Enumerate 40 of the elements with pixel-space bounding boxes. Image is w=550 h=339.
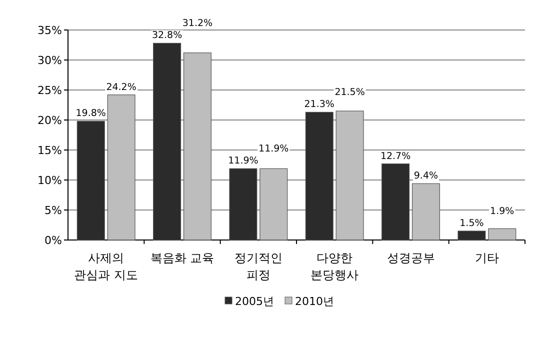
bar xyxy=(305,112,334,240)
data-label: 24.2% xyxy=(106,82,136,93)
data-label: 19.8% xyxy=(76,108,106,120)
bar xyxy=(76,120,105,240)
data-label: 32.8% xyxy=(152,30,182,42)
bar xyxy=(488,228,516,240)
bar xyxy=(336,110,364,240)
bar xyxy=(229,168,258,240)
bar xyxy=(153,42,182,240)
x-tick-label: 성경공부 xyxy=(386,251,435,265)
data-label: 21.3% xyxy=(304,99,334,110)
y-tick-label: 20% xyxy=(38,114,62,127)
bar xyxy=(260,168,288,240)
legend-label: 2010년 xyxy=(295,295,334,308)
x-tick-label: 사제의 관심과 지도 xyxy=(74,251,138,282)
y-tick-label: 5% xyxy=(44,204,62,217)
data-label: 1.9% xyxy=(490,206,514,217)
y-tick-label: 35% xyxy=(38,24,62,37)
y-tick-label: 30% xyxy=(38,54,62,67)
y-tick-label: 10% xyxy=(38,174,62,187)
legend-label: 2005년 xyxy=(235,295,274,308)
bar xyxy=(458,230,486,240)
bar xyxy=(183,52,212,240)
data-label: 9.4% xyxy=(414,170,438,182)
bar xyxy=(382,164,410,240)
data-label: 1.5% xyxy=(460,218,484,229)
bar xyxy=(107,94,136,240)
y-tick-label: 25% xyxy=(38,84,62,97)
x-tick-label: 정기적인 피정 xyxy=(234,251,282,282)
data-label: 31.2% xyxy=(182,18,213,30)
y-tick-label: 0% xyxy=(44,234,62,247)
data-label: 11.9% xyxy=(258,144,289,155)
y-tick-label: 15% xyxy=(38,144,62,157)
data-label: 12.7% xyxy=(380,150,411,162)
data-label: 11.9% xyxy=(228,156,258,167)
x-tick-label: 다양한 본당행사 xyxy=(310,251,359,282)
bar xyxy=(412,183,440,240)
x-tick-label: 복음화 교육 xyxy=(150,251,214,265)
x-tick-label: 기타 xyxy=(474,251,499,265)
data-label: 21.5% xyxy=(334,87,365,98)
